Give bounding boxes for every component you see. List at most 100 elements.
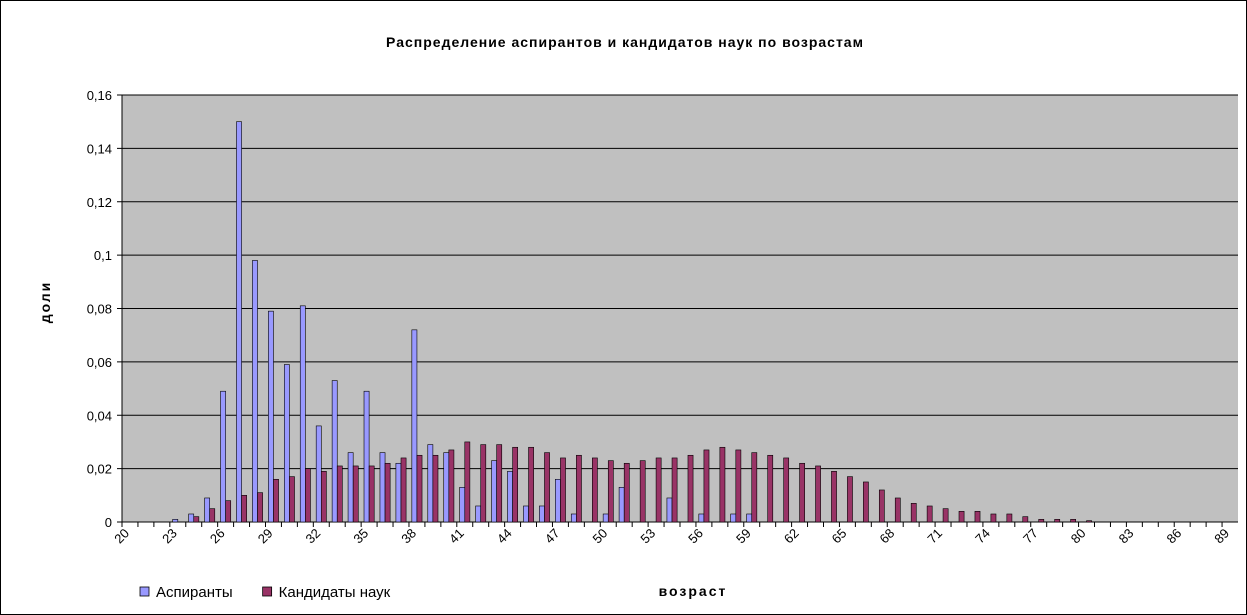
bar <box>576 454 582 523</box>
bar <box>751 452 758 523</box>
bar <box>507 470 513 523</box>
bar <box>623 462 630 523</box>
bar <box>427 444 434 523</box>
bar <box>1022 516 1029 523</box>
legend-swatch <box>139 586 150 597</box>
bar <box>1070 519 1077 523</box>
legend-swatch <box>262 586 273 597</box>
bar <box>831 470 837 523</box>
bar <box>443 452 450 523</box>
bar <box>815 465 821 523</box>
bar <box>209 508 216 523</box>
bar <box>560 457 566 523</box>
bar <box>539 505 545 523</box>
bar <box>289 476 295 523</box>
bar <box>974 511 981 523</box>
bar <box>1086 520 1092 523</box>
bar <box>459 487 466 523</box>
y-tick-label: 0,02 <box>87 462 112 477</box>
bar <box>1038 519 1045 523</box>
bar <box>703 449 710 523</box>
bar <box>448 449 455 523</box>
bar <box>320 470 327 523</box>
bar <box>698 513 705 523</box>
bar <box>193 516 200 523</box>
bar <box>528 446 534 523</box>
bar <box>241 495 247 523</box>
bar <box>236 121 242 523</box>
bar <box>225 500 232 523</box>
y-tick-label: 0 <box>105 515 112 530</box>
bar <box>331 380 338 523</box>
bar <box>719 446 726 523</box>
bar <box>496 444 503 523</box>
bar <box>336 465 343 523</box>
y-tick-label: 0,06 <box>87 355 112 370</box>
bar <box>730 513 737 523</box>
bar <box>395 462 402 523</box>
chart-title: Распределение аспирантов и кандидатов на… <box>386 34 864 50</box>
bar <box>347 452 354 523</box>
bar <box>894 497 901 523</box>
bar <box>555 478 561 523</box>
y-tick-label: 0,16 <box>87 88 112 103</box>
bar <box>257 492 263 523</box>
bar <box>746 513 753 523</box>
bar <box>910 503 917 523</box>
bar <box>252 260 258 523</box>
bar <box>602 513 609 523</box>
bar <box>188 513 195 523</box>
bar <box>283 364 290 523</box>
bar <box>863 481 869 523</box>
bar <box>299 305 306 523</box>
bar <box>464 441 471 523</box>
bar <box>783 457 790 523</box>
legend-label: Кандидаты наук <box>279 584 391 601</box>
bar <box>1006 513 1013 523</box>
bar <box>570 513 577 523</box>
bar <box>639 460 646 523</box>
bar <box>990 513 997 523</box>
bar <box>268 310 274 523</box>
bar <box>491 460 497 523</box>
bar <box>475 505 482 523</box>
bar <box>592 457 598 523</box>
y-tick-label: 0,14 <box>87 141 112 156</box>
bar <box>687 454 694 523</box>
bar <box>512 446 519 523</box>
y-axis-title: доли <box>37 281 53 324</box>
bar <box>432 454 439 523</box>
bar <box>544 452 550 523</box>
bar <box>735 449 742 523</box>
x-axis-title: возраст <box>659 583 728 599</box>
bar <box>220 390 226 523</box>
bar <box>352 465 359 523</box>
bar <box>942 508 949 523</box>
y-tick-label: 0,1 <box>94 248 112 263</box>
bar <box>847 476 853 523</box>
bar <box>204 497 210 523</box>
bar <box>416 454 423 523</box>
bar <box>384 462 391 523</box>
bar <box>958 511 965 523</box>
bar <box>878 489 885 523</box>
bar <box>926 505 933 523</box>
bar <box>400 457 407 523</box>
bar <box>607 460 614 523</box>
bar <box>480 444 487 523</box>
bar <box>799 462 805 523</box>
bar <box>523 505 529 523</box>
bar <box>1054 519 1061 523</box>
bar <box>666 497 673 523</box>
bar <box>655 457 662 523</box>
legend-label: Аспиранты <box>156 584 233 601</box>
bar <box>315 425 322 523</box>
bar <box>671 457 678 523</box>
bar <box>767 454 774 523</box>
bar <box>618 487 625 523</box>
y-tick-label: 0,08 <box>87 302 112 317</box>
y-tick-label: 0,04 <box>87 408 112 423</box>
bar <box>363 390 370 523</box>
bar <box>305 468 311 523</box>
